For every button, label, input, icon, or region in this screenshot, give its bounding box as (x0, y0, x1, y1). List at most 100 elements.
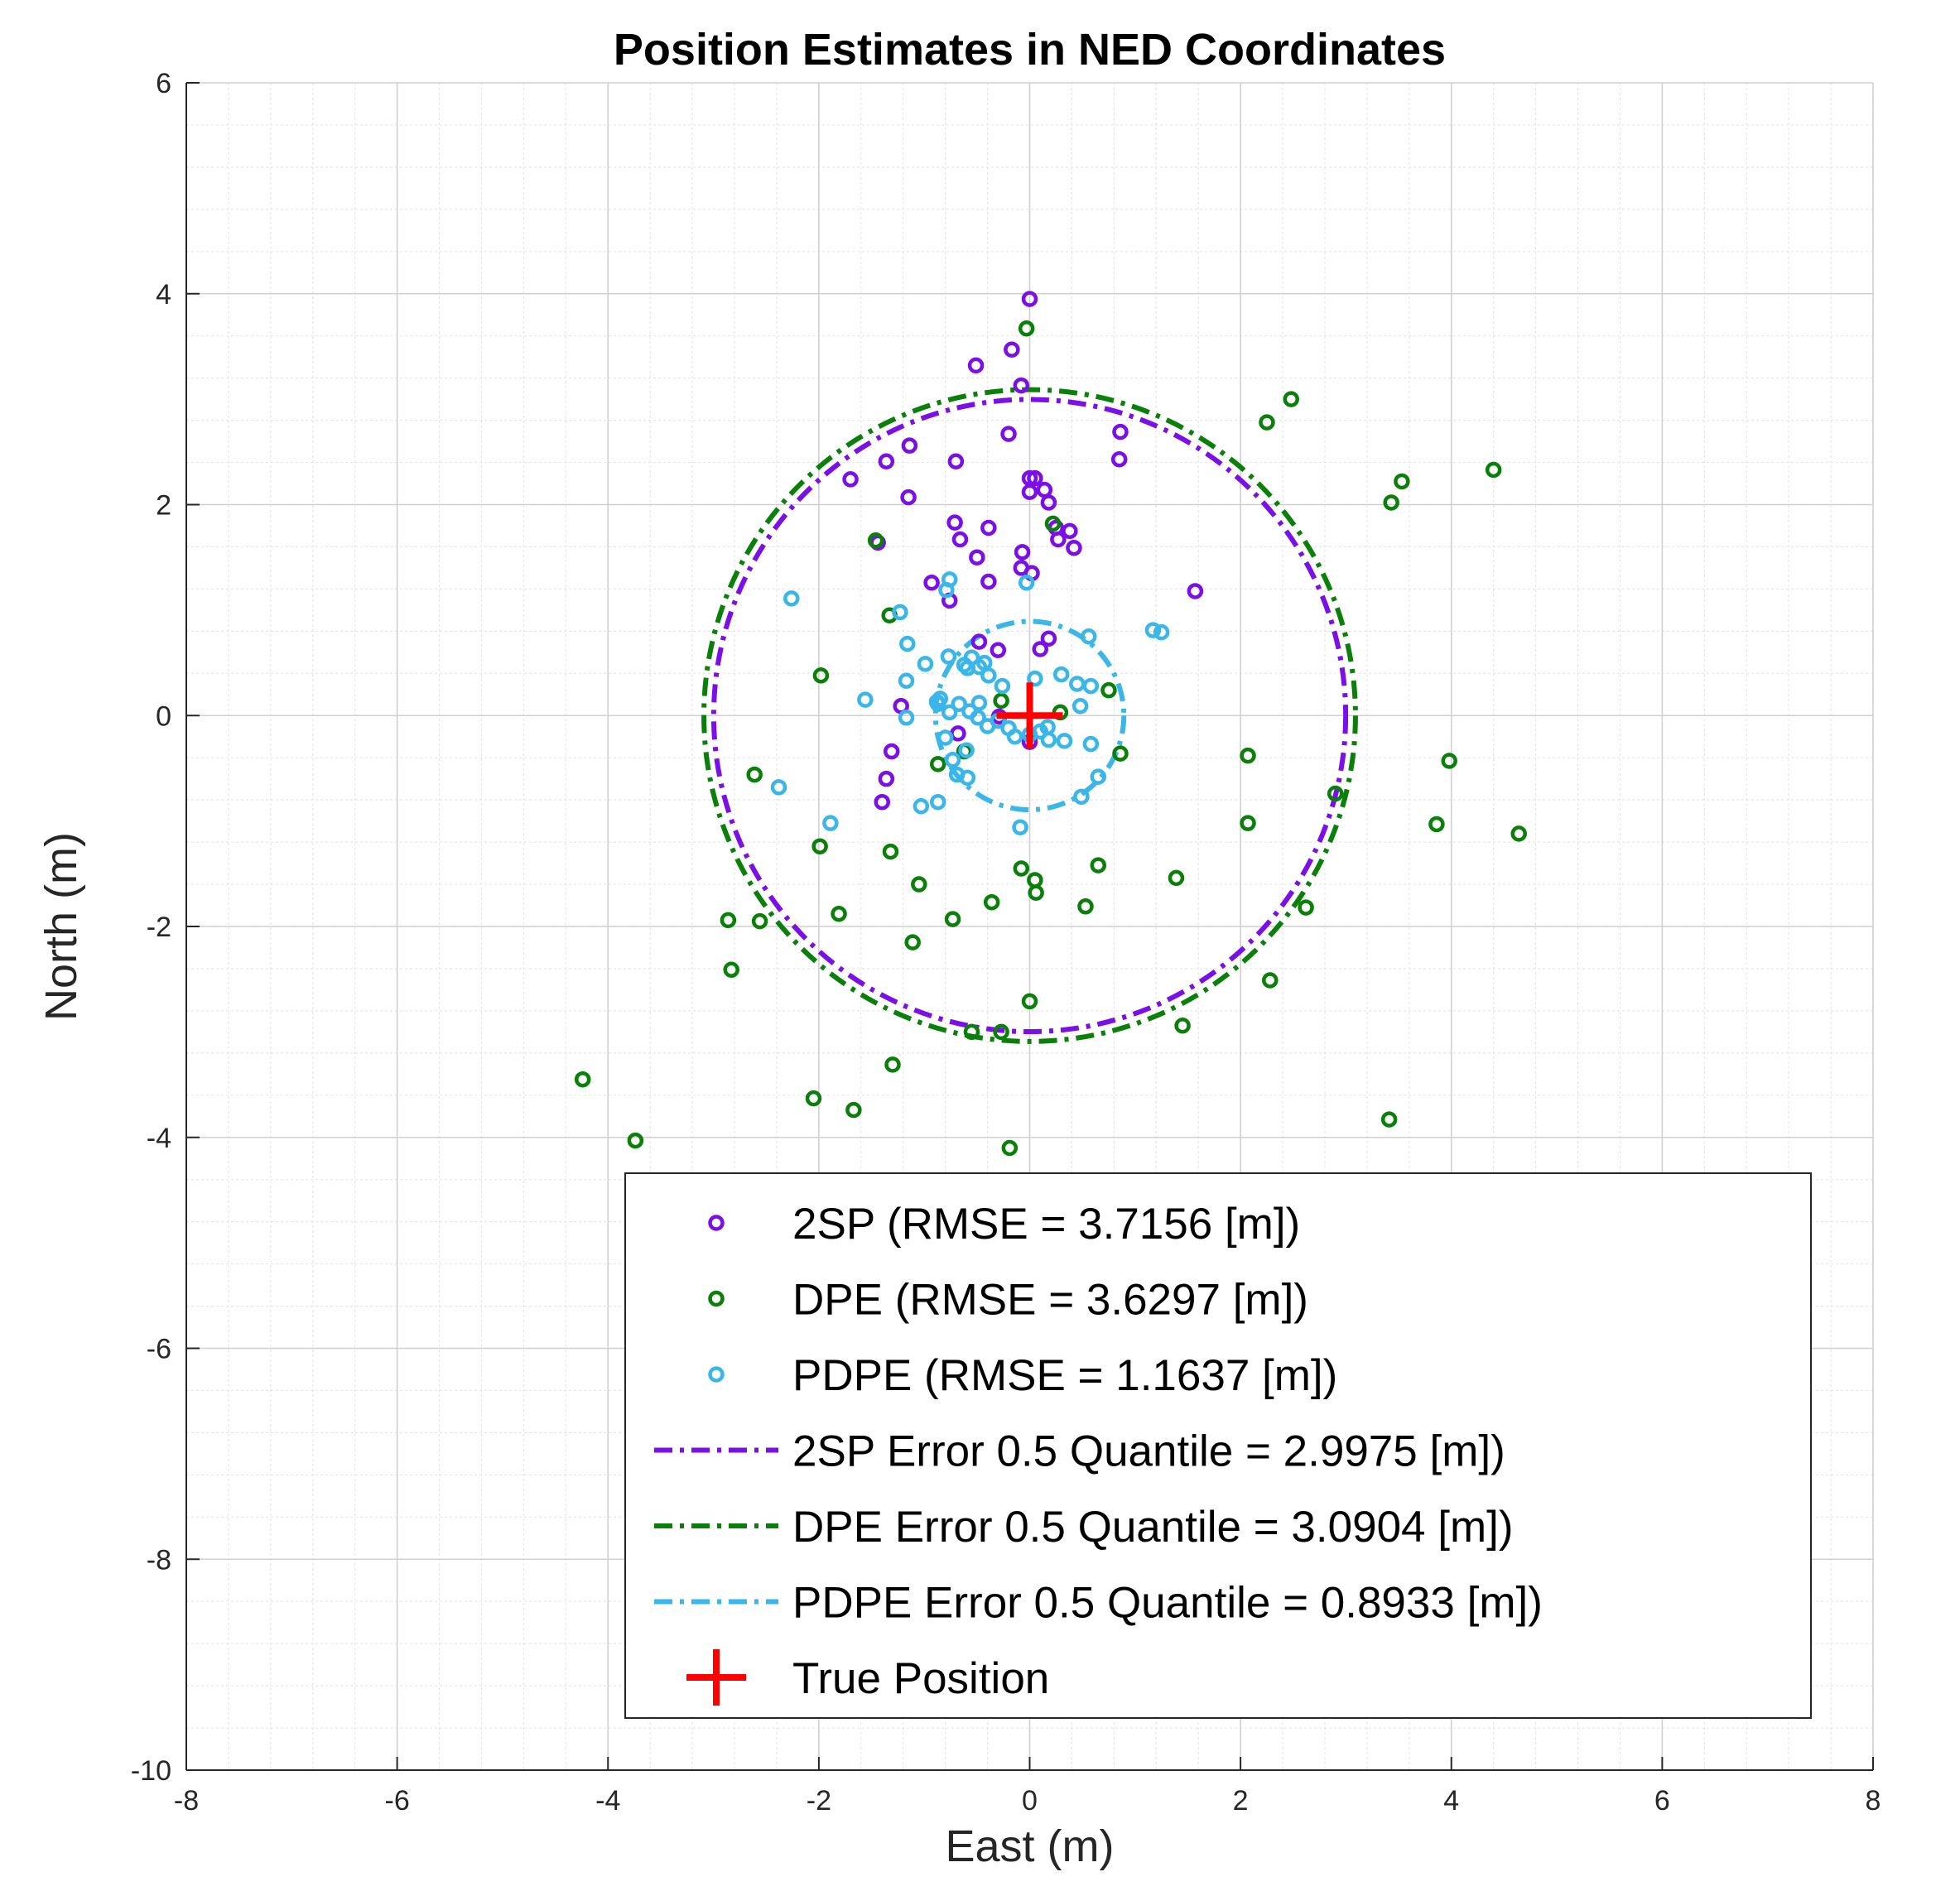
data-point (913, 798, 930, 815)
data-point (1071, 698, 1089, 715)
y-axis-label: North (m) (36, 832, 86, 1021)
data-point (1050, 531, 1067, 548)
data-point (812, 667, 830, 684)
data-point (1004, 341, 1020, 359)
data-point (892, 604, 908, 621)
data-point (1100, 681, 1117, 699)
data-point (940, 648, 957, 665)
data-point (857, 691, 874, 708)
data-point (1485, 461, 1502, 479)
data-point (1013, 377, 1030, 394)
data-point (970, 710, 986, 726)
data-point (898, 672, 915, 689)
data-point (1259, 414, 1275, 431)
x-tick-label: 2 (1233, 1785, 1249, 1817)
x-tick-label: -4 (595, 1785, 620, 1817)
data-point (751, 912, 768, 930)
data-point (1112, 745, 1129, 762)
quantile-circles (701, 387, 1358, 1044)
data-point (1000, 426, 1017, 442)
data-point (1327, 785, 1344, 802)
data-point (917, 656, 934, 672)
data-point (845, 1101, 862, 1119)
data-point (898, 710, 915, 726)
data-point (1027, 469, 1043, 487)
quantile-circle (701, 387, 1358, 1044)
data-point (1298, 899, 1314, 916)
data-point (1044, 515, 1062, 532)
data-point (1027, 670, 1043, 687)
data-point (878, 770, 895, 787)
data-point (842, 471, 859, 488)
data-point (969, 549, 985, 565)
data-point (929, 793, 946, 811)
data-point (993, 692, 1009, 710)
data-point (937, 729, 954, 746)
data-point (720, 912, 737, 929)
data-point (938, 581, 955, 599)
legend-marker (708, 1366, 725, 1383)
data-point (1032, 641, 1048, 657)
data-point (811, 838, 828, 854)
data-point (1283, 391, 1299, 407)
legend-entry: DPE (RMSE = 3.6297 [m]) (708, 1276, 1308, 1325)
data-point (1040, 630, 1057, 647)
data-point (904, 934, 921, 950)
data-point (963, 1023, 980, 1041)
data-point (831, 905, 847, 922)
quantile-circle (710, 397, 1349, 1035)
data-point (1066, 539, 1082, 556)
data-point (980, 519, 997, 537)
y-tick-label: -6 (147, 1334, 171, 1365)
y-tick-label: 0 (156, 700, 171, 732)
data-point (1039, 719, 1056, 736)
legend-label: PDPE Error 0.5 Quantile = 0.8933 [m]) (792, 1579, 1543, 1628)
data-point (899, 635, 916, 652)
data-point (1018, 320, 1035, 337)
data-point (867, 532, 884, 549)
y-tick-label: 4 (156, 279, 171, 310)
data-point (1073, 788, 1090, 806)
data-point (878, 453, 895, 470)
legend-box (624, 1172, 1812, 1719)
x-tick-label: -2 (807, 1785, 831, 1817)
data-point (1187, 583, 1204, 599)
data-point (1040, 494, 1057, 511)
data-point (941, 704, 958, 721)
data-point (959, 660, 976, 676)
legend-entry: PDPE Error 0.5 Quantile = 0.8933 [m]) (654, 1579, 1543, 1628)
data-point (1112, 423, 1129, 440)
legend-label: True Position (792, 1654, 1049, 1703)
data-point (1056, 733, 1073, 749)
y-tick-label: -10 (131, 1755, 171, 1787)
data-point (929, 695, 946, 712)
data-point (1153, 623, 1170, 641)
data-point (994, 677, 1011, 695)
y-tick-label: -4 (147, 1123, 171, 1154)
data-point (746, 766, 763, 783)
data-point (944, 751, 961, 768)
data-point (627, 1132, 644, 1149)
data-point (1168, 869, 1185, 887)
legend: 2SP (RMSE = 3.7156 [m]) DPE (RMSE = 3.629… (624, 1172, 1812, 1719)
x-axis-label: East (m) (945, 1821, 1114, 1871)
scatter-points (574, 291, 1527, 1157)
data-point (951, 531, 969, 548)
legend-label: DPE Error 0.5 Quantile = 3.0904 [m]) (792, 1503, 1514, 1552)
data-point (970, 633, 988, 650)
data-point (1240, 815, 1256, 831)
data-point (882, 843, 899, 860)
data-point (1021, 993, 1038, 1010)
data-point (1014, 544, 1031, 561)
data-point (990, 642, 1007, 659)
data-point (1001, 1139, 1019, 1157)
data-point (1082, 735, 1100, 753)
data-point (1012, 819, 1028, 836)
data-point (980, 667, 997, 684)
data-point (783, 590, 800, 607)
data-point (944, 911, 961, 927)
data-point (958, 742, 975, 759)
data-point (1077, 898, 1094, 915)
